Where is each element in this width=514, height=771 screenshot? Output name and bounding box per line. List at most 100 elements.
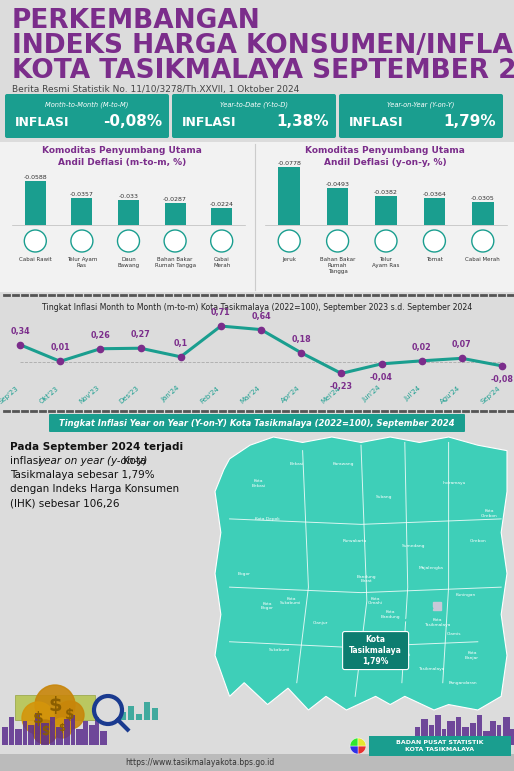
Text: Cabai
Merah: Cabai Merah bbox=[213, 257, 230, 268]
Text: https://www.tasikmalayakota.bps.go.id: https://www.tasikmalayakota.bps.go.id bbox=[125, 758, 274, 767]
Text: Purwakarta: Purwakarta bbox=[343, 539, 368, 543]
Circle shape bbox=[35, 685, 75, 725]
Text: Sumedang: Sumedang bbox=[402, 544, 425, 548]
Bar bbox=[375, 197, 397, 225]
Text: Jeruk: Jeruk bbox=[282, 257, 296, 262]
Text: year on year (y-on-y): year on year (y-on-y) bbox=[38, 456, 148, 466]
Bar bbox=[152, 708, 158, 720]
Bar bbox=[95, 717, 99, 745]
Text: Indramayu: Indramayu bbox=[443, 481, 466, 486]
Bar bbox=[510, 729, 514, 745]
Bar bbox=[278, 167, 300, 225]
Text: Nov'23: Nov'23 bbox=[78, 385, 100, 406]
Text: INFLASI: INFLASI bbox=[182, 116, 236, 129]
Bar bbox=[327, 188, 348, 225]
Text: Tingkat Inflasi Year on Year (Y-on-Y) Kota Tasikmalaya (2022=100), September 202: Tingkat Inflasi Year on Year (Y-on-Y) Ko… bbox=[59, 419, 455, 427]
Bar bbox=[421, 719, 428, 745]
Text: Kota
Bekasi: Kota Bekasi bbox=[252, 480, 266, 487]
Text: Bogor: Bogor bbox=[238, 571, 251, 575]
Text: -0,08: -0,08 bbox=[490, 375, 513, 384]
Circle shape bbox=[118, 230, 139, 252]
FancyBboxPatch shape bbox=[369, 736, 511, 756]
Bar bbox=[144, 702, 150, 720]
Bar bbox=[470, 723, 476, 745]
Bar bbox=[71, 198, 93, 225]
Text: 0,07: 0,07 bbox=[452, 340, 472, 349]
Text: Kota
Bandung: Kota Bandung bbox=[380, 611, 400, 618]
Text: Pangandaran: Pangandaran bbox=[449, 681, 478, 685]
Text: 0,71: 0,71 bbox=[211, 308, 231, 317]
Text: Komoditas Penyumbang Utama
Andil Deflasi (y-on-y, %): Komoditas Penyumbang Utama Andil Deflasi… bbox=[305, 146, 465, 167]
Text: Kota
Tasikmalaya: Kota Tasikmalaya bbox=[424, 618, 450, 627]
Bar bbox=[483, 731, 490, 745]
Text: Kota Depok: Kota Depok bbox=[255, 517, 280, 521]
Text: Bahan Bakar
Rumah
Tangga: Bahan Bakar Rumah Tangga bbox=[320, 257, 355, 274]
Text: $: $ bbox=[32, 711, 43, 726]
Text: BADAN PUSAT STATISTIK
KOTA TASIKMALAYA: BADAN PUSAT STATISTIK KOTA TASIKMALAYA bbox=[396, 740, 484, 752]
Text: Bandung: Bandung bbox=[375, 640, 394, 644]
FancyBboxPatch shape bbox=[172, 94, 336, 138]
Bar bbox=[23, 721, 27, 745]
Text: 0,27: 0,27 bbox=[131, 330, 151, 339]
Bar bbox=[472, 202, 493, 225]
Text: Kota
Cirebon: Kota Cirebon bbox=[481, 510, 498, 517]
Wedge shape bbox=[358, 746, 366, 754]
Circle shape bbox=[211, 230, 233, 252]
Circle shape bbox=[22, 702, 54, 734]
Polygon shape bbox=[215, 437, 507, 710]
Text: INDEKS HARGA KONSUMEN/INFLASI: INDEKS HARGA KONSUMEN/INFLASI bbox=[12, 33, 514, 59]
Bar bbox=[35, 713, 40, 745]
Text: Agu'24: Agu'24 bbox=[439, 385, 462, 406]
Text: Year-on-Year (Y-on-Y): Year-on-Year (Y-on-Y) bbox=[388, 101, 455, 107]
Text: 1,79%: 1,79% bbox=[444, 114, 496, 129]
Text: INFLASI: INFLASI bbox=[15, 116, 69, 129]
Circle shape bbox=[71, 230, 93, 252]
Text: Jul'24: Jul'24 bbox=[403, 385, 421, 402]
Text: Kota
Banjar: Kota Banjar bbox=[465, 651, 479, 659]
Bar bbox=[477, 715, 482, 745]
Bar bbox=[76, 729, 83, 745]
Text: Cirebon: Cirebon bbox=[469, 539, 486, 543]
Circle shape bbox=[52, 718, 72, 738]
Text: Telur
Ayam Ras: Telur Ayam Ras bbox=[372, 257, 400, 268]
Text: Komoditas Penyumbang Utama
Andil Deflasi (m-to-m, %): Komoditas Penyumbang Utama Andil Deflasi… bbox=[42, 146, 202, 167]
Text: Sep'23: Sep'23 bbox=[0, 385, 20, 405]
Text: Kota
Bogor: Kota Bogor bbox=[261, 602, 274, 611]
Circle shape bbox=[424, 230, 446, 252]
Bar bbox=[435, 715, 441, 745]
Circle shape bbox=[56, 701, 84, 729]
Bar bbox=[50, 717, 55, 745]
Text: 0,01: 0,01 bbox=[50, 343, 70, 352]
Text: Apr'24: Apr'24 bbox=[280, 385, 301, 404]
Circle shape bbox=[375, 230, 397, 252]
Text: Feb'24: Feb'24 bbox=[199, 385, 221, 404]
Text: Berita Resmi Statistik No. 11/10/3278/Th.XXVII, 1 Oktober 2024: Berita Resmi Statistik No. 11/10/3278/Th… bbox=[12, 85, 299, 94]
Polygon shape bbox=[15, 695, 95, 720]
Bar bbox=[164, 204, 186, 225]
Bar bbox=[15, 729, 22, 745]
Bar bbox=[497, 725, 501, 745]
Bar bbox=[118, 200, 139, 225]
Text: Telur Ayam
Ras: Telur Ayam Ras bbox=[67, 257, 97, 268]
Bar bbox=[503, 717, 510, 745]
Circle shape bbox=[472, 230, 494, 252]
Text: Mar'24: Mar'24 bbox=[239, 385, 261, 405]
Text: $: $ bbox=[41, 726, 49, 739]
Bar bbox=[89, 725, 95, 745]
Circle shape bbox=[164, 230, 186, 252]
Text: 0,34: 0,34 bbox=[10, 327, 30, 335]
Bar bbox=[28, 725, 34, 745]
Text: 0,26: 0,26 bbox=[90, 331, 110, 340]
FancyBboxPatch shape bbox=[343, 631, 409, 669]
Wedge shape bbox=[358, 738, 366, 746]
Bar bbox=[56, 727, 63, 745]
Text: Kota
Cimahi: Kota Cimahi bbox=[368, 597, 383, 605]
Text: Cianjur: Cianjur bbox=[313, 621, 328, 625]
Text: -0.0778: -0.0778 bbox=[277, 160, 301, 166]
Text: dengan Indeks Harga Konsumen: dengan Indeks Harga Konsumen bbox=[10, 484, 179, 494]
Text: Majalengka: Majalengka bbox=[418, 566, 444, 570]
Text: Kuningan: Kuningan bbox=[456, 594, 476, 598]
Text: -0.0588: -0.0588 bbox=[24, 175, 47, 180]
Text: Cabai Rawit: Cabai Rawit bbox=[19, 257, 52, 262]
Text: Jun'24: Jun'24 bbox=[361, 385, 381, 403]
